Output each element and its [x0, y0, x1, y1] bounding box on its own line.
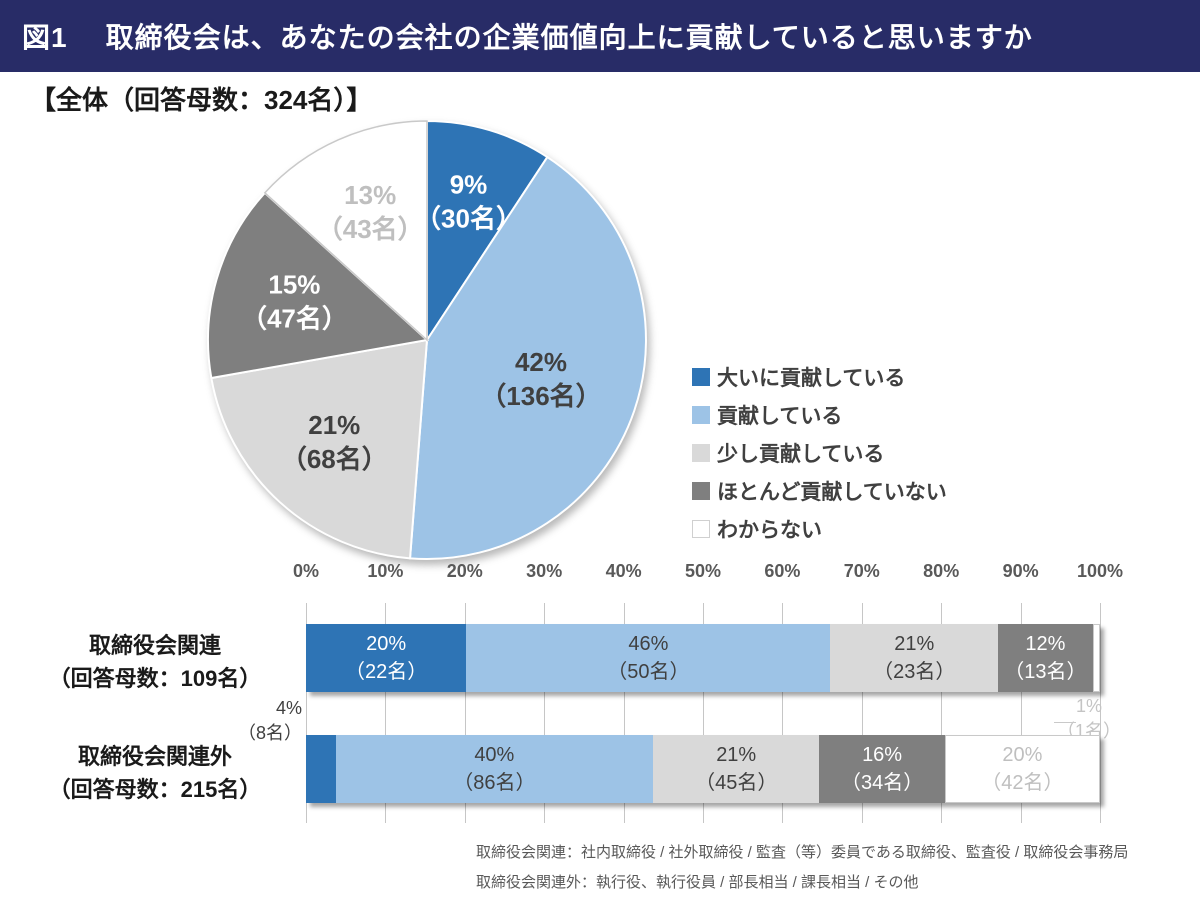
- bar-segment: [1092, 624, 1100, 692]
- gridline: [306, 603, 307, 823]
- gridline: [941, 603, 943, 823]
- bar-row: 40% （86名） 21% （45名） 16% （34名） 20% （42名）: [306, 735, 1100, 803]
- legend-item: ほとんど貢献していない: [692, 480, 947, 504]
- bar-segment-callout: 4% （8名）: [196, 696, 302, 746]
- legend-swatch: [692, 444, 710, 462]
- bar-segment-pct: 20%: [1002, 744, 1043, 766]
- legend-item: 少し貢献している: [692, 442, 947, 466]
- bar-segment: 12% （13名）: [998, 624, 1093, 692]
- gridline: [1100, 603, 1101, 823]
- bar-segment-count: （23名）: [873, 661, 956, 683]
- bar-segment: 16% （34名）: [819, 735, 945, 803]
- legend-item: 大いに貢献している: [692, 366, 947, 390]
- pie-slice-label: 15%（47名）: [241, 270, 348, 334]
- legend-item: わからない: [692, 518, 947, 542]
- x-axis-tick-label: 30%: [526, 561, 563, 581]
- bar-segment-pct: 21%: [894, 633, 935, 655]
- x-axis-tick-label: 90%: [1002, 561, 1039, 581]
- bar-segment: 21% （45名）: [653, 735, 820, 803]
- title-bar: 図1 取締役会は、あなたの会社の企業価値向上に貢献していると思いますか: [0, 0, 1200, 72]
- bar-segment: [306, 735, 336, 803]
- x-axis-tick-label: 0%: [292, 561, 319, 581]
- x-axis-tick-label: 50%: [684, 561, 722, 581]
- gridline: [544, 603, 546, 823]
- bar-segment-count: （42名）: [981, 772, 1064, 794]
- legend-item-label: 少し貢献している: [717, 443, 885, 466]
- legend-item: 貢献している: [692, 404, 947, 428]
- pie-section-heading: 【全体（回答母数：324名）】: [30, 85, 373, 115]
- callout-count: （8名）: [237, 723, 302, 743]
- bar-segment-pct: 40%: [474, 744, 515, 766]
- bar-segment-count: （50名）: [607, 661, 690, 683]
- legend-swatch: [692, 520, 710, 538]
- bar-segment: 46% （50名）: [466, 624, 831, 692]
- gridline: [861, 603, 863, 823]
- pie-slice: [426, 119, 549, 344]
- pie-chart: 9%（30名）42%（136名）21%（68名）15%（47名）13%（43名）: [207, 119, 647, 560]
- bar-segment-count: （86名）: [453, 772, 536, 794]
- pie-slice-label: 42%（136名）: [480, 347, 601, 411]
- bar-segment-pct: 16%: [862, 744, 903, 766]
- bar-segment: 20% （22名）: [306, 624, 467, 692]
- x-axis-tick-label: 20%: [446, 561, 483, 581]
- footnotes: 取締役会関連：社内取締役 / 社外取締役 / 監査（等）委員である取締役、監査役…: [476, 838, 1128, 898]
- bar-segment-count: （34名）: [840, 772, 924, 794]
- bar-segment: 21% （23名）: [830, 624, 998, 692]
- bar-segment-pct: 46%: [628, 633, 669, 655]
- x-axis-tick-label: 80%: [923, 561, 960, 581]
- bar-segment-count: （13名）: [1004, 661, 1087, 683]
- gridline: [1020, 603, 1022, 823]
- x-axis-tick-label: 40%: [605, 561, 642, 581]
- gridline: [623, 603, 625, 823]
- gridline: [782, 603, 784, 823]
- legend-swatch: [692, 368, 710, 386]
- legend-swatch: [692, 482, 710, 500]
- bar-segment-pct: 21%: [716, 744, 757, 766]
- legend-item-label: 大いに貢献している: [717, 367, 906, 390]
- bar-row-label: 取締役会関連外 （回答母数：215名）: [30, 740, 280, 806]
- pie-slice: [408, 155, 647, 560]
- bar-row: 20% （22名） 46% （50名） 21% （23名） 12% （13名）: [306, 624, 1100, 692]
- bar-row-label-main: 取締役会関連: [88, 633, 221, 658]
- pie-slice-label: 13%（43名）: [317, 180, 424, 244]
- legend: 大いに貢献している 貢献している少し貢献しているほとんど貢献していない わからない: [692, 366, 947, 542]
- gridline: [385, 603, 387, 823]
- pie-slice-label: 21%（68名）: [281, 410, 388, 474]
- figure-tag: 図1: [22, 22, 68, 53]
- x-axis-tick-label: 60%: [764, 561, 801, 581]
- bar-segment-pct: 12%: [1025, 633, 1066, 655]
- gridline: [464, 603, 466, 823]
- bar-row-label: 取締役会関連 （回答母数：109名）: [30, 629, 280, 695]
- figure-title: 取締役会は、あなたの会社の企業価値向上に貢献していると思いますか: [105, 22, 1033, 53]
- footnote-line-1: 取締役会関連：社内取締役 / 社外取締役 / 監査（等）委員である取締役、監査役…: [476, 844, 1129, 861]
- bar-segment: 20% （42名）: [944, 735, 1100, 803]
- bar-segment-count: （45名）: [695, 772, 778, 794]
- legend-item-label: ほとんど貢献していない: [717, 481, 947, 504]
- legend-item-label: わからない: [717, 519, 822, 542]
- pie-slice: [207, 191, 430, 380]
- footnote-line-2: 取締役会関連外：執行役、執行役員 / 部長相当 / 課長相当 / その他: [476, 874, 919, 891]
- bar-row-label-sub: （回答母数：109名）: [48, 666, 262, 691]
- bar-row-label-main: 取締役会関連外: [77, 744, 232, 769]
- callout-pct: 4%: [275, 698, 302, 718]
- x-axis-tick-label: 100%: [1076, 561, 1124, 581]
- pie-slice: [210, 338, 429, 560]
- callout-pct: 1%: [1075, 696, 1102, 716]
- bar-segment-count: （22名）: [345, 661, 428, 683]
- callout-leader-line: [1054, 722, 1076, 723]
- legend-swatch: [692, 406, 710, 424]
- legend-item-label: 貢献している: [717, 405, 843, 428]
- pie-slice: [263, 120, 428, 342]
- bar-row-label-sub: （回答母数：215名）: [48, 777, 262, 802]
- gridline: [703, 603, 704, 823]
- bar-segment: 40% （86名）: [335, 735, 654, 803]
- x-axis-tick-label: 70%: [843, 561, 880, 581]
- bar-segment-pct: 20%: [366, 633, 407, 655]
- x-axis-tick-label: 10%: [367, 561, 404, 581]
